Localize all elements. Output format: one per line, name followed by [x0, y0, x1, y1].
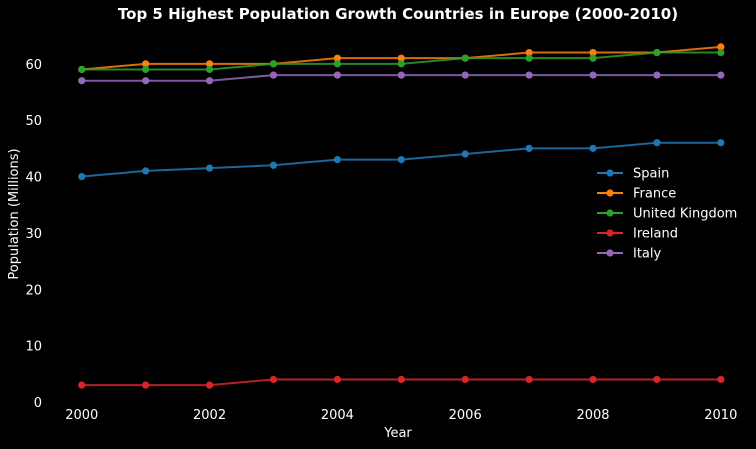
data-point — [589, 54, 597, 62]
data-point — [525, 71, 533, 79]
data-point — [653, 71, 661, 79]
data-point — [717, 375, 725, 384]
legend-item: France — [597, 187, 676, 202]
data-point — [333, 54, 341, 62]
legend-marker — [606, 189, 614, 197]
data-point — [205, 164, 214, 172]
y-tick-label: 30 — [25, 227, 42, 242]
y-tick-label: 40 — [25, 171, 42, 186]
data-point — [205, 60, 214, 68]
legend-item: Spain — [597, 167, 669, 182]
y-tick-label: 0 — [34, 396, 42, 411]
y-tick-label: 50 — [25, 114, 42, 129]
legend-marker — [606, 229, 614, 237]
y-tick-label: 60 — [25, 58, 42, 73]
data-point — [269, 60, 278, 68]
data-point — [525, 54, 533, 62]
data-point — [269, 375, 278, 384]
data-point — [525, 48, 533, 57]
data-point — [269, 161, 278, 169]
x-tick-label: 2006 — [449, 408, 482, 423]
data-point — [717, 139, 725, 147]
data-point — [717, 43, 725, 51]
data-point — [142, 381, 150, 389]
data-point — [78, 381, 86, 389]
data-point — [78, 65, 86, 74]
series-ireland — [78, 375, 725, 389]
data-point — [397, 54, 405, 62]
data-point — [269, 71, 278, 79]
data-point — [653, 375, 661, 384]
y-tick-label: 10 — [25, 340, 42, 355]
y-tick-labels: 0 10 20 30 40 50 60 — [25, 58, 42, 411]
data-point — [653, 139, 661, 147]
data-point — [205, 77, 214, 85]
data-point — [333, 156, 341, 164]
data-point — [78, 172, 86, 181]
legend-label: Italy — [633, 247, 662, 262]
x-tick-label: 2000 — [65, 408, 98, 423]
chart-title: Top 5 Highest Population Growth Countrie… — [118, 5, 678, 23]
legend-label: France — [633, 187, 676, 202]
data-point — [142, 65, 150, 74]
legend: Spain France United Kingdom Ireland Italy — [597, 167, 737, 262]
data-point — [525, 375, 533, 384]
y-axis-label: Population (Millions) — [7, 148, 22, 279]
y-tick-label: 20 — [25, 283, 42, 298]
x-tick-label: 2010 — [704, 408, 737, 423]
legend-marker — [606, 209, 614, 217]
data-point — [717, 48, 725, 57]
data-point — [333, 71, 341, 79]
data-point — [461, 54, 469, 62]
data-point — [333, 375, 341, 384]
data-point — [397, 60, 405, 68]
data-point — [205, 381, 214, 389]
legend-label: United Kingdom — [633, 207, 737, 222]
data-point — [142, 167, 150, 175]
x-tick-labels: 2000 2002 2004 2006 2008 2010 — [65, 408, 737, 423]
series-united-kingdom — [78, 48, 725, 74]
data-point — [142, 77, 150, 85]
data-point — [525, 144, 533, 152]
data-point — [717, 71, 725, 79]
data-point — [589, 375, 597, 384]
data-point — [397, 71, 405, 79]
data-point — [461, 71, 469, 79]
data-point — [333, 60, 341, 68]
data-point — [397, 375, 405, 384]
x-tick-label: 2002 — [193, 408, 226, 423]
series-italy — [78, 71, 725, 85]
legend-item: United Kingdom — [597, 207, 737, 222]
legend-marker — [606, 169, 614, 177]
series-lines — [78, 43, 725, 389]
data-point — [589, 48, 597, 57]
data-point — [397, 156, 405, 164]
legend-item: Italy — [597, 247, 662, 262]
x-tick-label: 2008 — [576, 408, 609, 423]
data-point — [461, 375, 469, 384]
data-point — [205, 65, 214, 74]
data-point — [653, 48, 661, 57]
series-spain — [78, 139, 725, 181]
x-axis-label: Year — [383, 426, 412, 441]
legend-label: Spain — [633, 167, 669, 182]
legend-label: Ireland — [633, 227, 678, 242]
data-point — [589, 71, 597, 79]
legend-marker — [606, 249, 614, 257]
data-point — [461, 150, 469, 158]
data-point — [78, 77, 86, 85]
data-point — [589, 144, 597, 152]
x-tick-label: 2004 — [321, 408, 354, 423]
legend-item: Ireland — [597, 227, 678, 242]
data-point — [142, 60, 150, 68]
